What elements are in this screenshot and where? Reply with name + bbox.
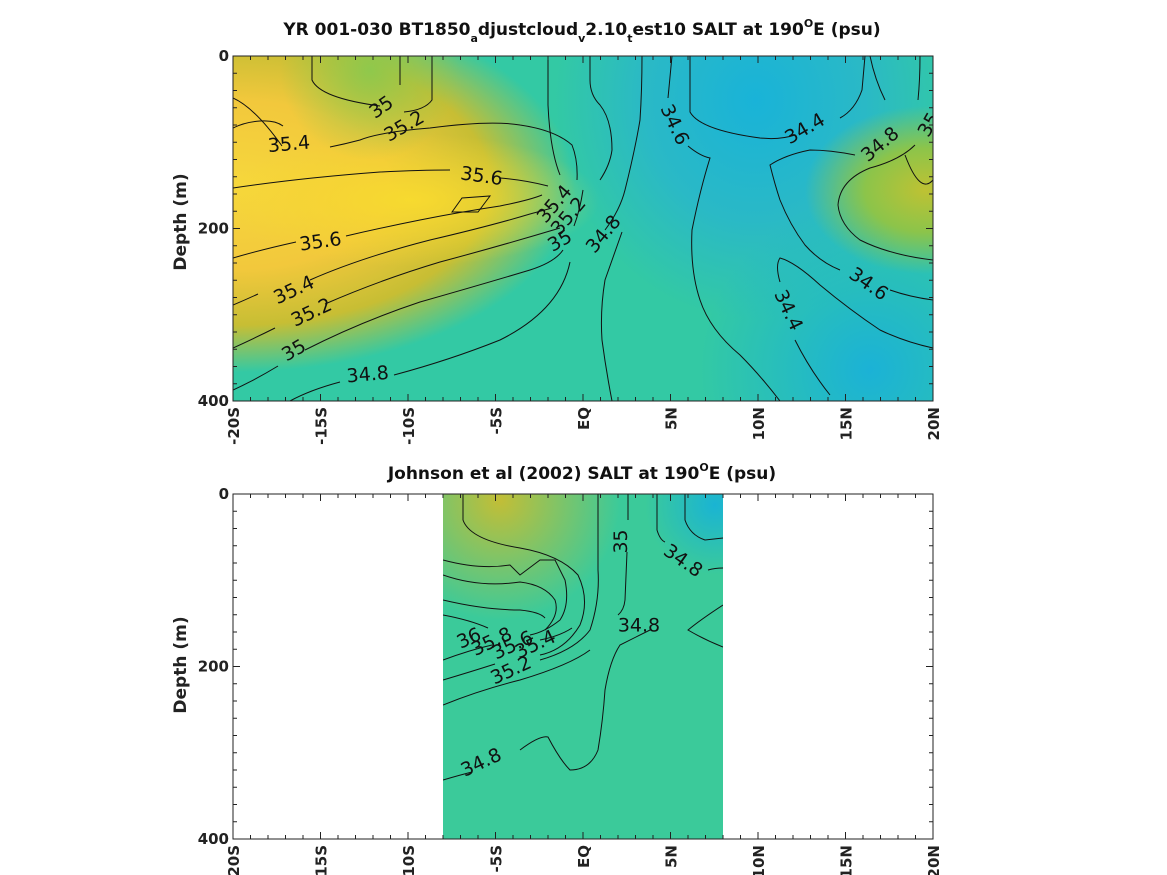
contour-line xyxy=(311,56,381,107)
contour-line xyxy=(689,56,866,140)
contour-label: 35 xyxy=(610,529,632,553)
contour-line xyxy=(443,627,573,661)
contour-line xyxy=(443,574,557,631)
contour-label: 34.8 xyxy=(346,362,390,388)
x-tick-label: 10N xyxy=(750,407,768,440)
contour-line xyxy=(443,599,546,619)
contour-line xyxy=(684,494,723,571)
y-tick-label: 0 xyxy=(219,47,229,65)
y-tick-label: 400 xyxy=(198,830,229,848)
contour-line xyxy=(233,169,549,189)
contour-line xyxy=(777,257,933,396)
x-tick-label: 5N xyxy=(663,845,681,868)
x-tick-label: -15S xyxy=(313,845,331,875)
panel-2-title: Johnson et al (2002) SALT at 190OE (psu) xyxy=(387,461,776,484)
x-tick-label: -10S xyxy=(400,845,418,875)
contour-label: 35.4 xyxy=(267,132,311,158)
x-tick-label: EQ xyxy=(575,407,593,430)
contour-line xyxy=(451,195,492,213)
contour-line xyxy=(547,56,561,176)
contour-line xyxy=(687,604,723,648)
contour-line xyxy=(462,494,585,656)
panel-2-ylabel: Depth (m) xyxy=(171,616,191,713)
y-tick-label: 200 xyxy=(198,220,229,238)
x-tick-label: 5N xyxy=(663,407,681,430)
contour-line xyxy=(443,559,568,636)
panel-1-contours xyxy=(233,56,933,401)
contour-line xyxy=(656,494,666,543)
x-tick-label: 20N xyxy=(925,845,943,875)
contour-label: 34.8 xyxy=(618,614,660,636)
contour-line xyxy=(600,56,643,401)
x-tick-label: 20N xyxy=(925,407,943,440)
contour-line xyxy=(233,120,284,129)
y-tick-label: 400 xyxy=(198,392,229,410)
x-tick-label: -5S xyxy=(488,407,506,434)
contour-line xyxy=(233,194,543,259)
contour-line xyxy=(289,56,613,401)
contour-line xyxy=(769,149,933,301)
x-tick-label: -10S xyxy=(400,407,418,445)
contour-line xyxy=(667,56,781,401)
contour-line xyxy=(233,249,564,391)
contour-line xyxy=(617,494,629,616)
x-tick-label: -20S xyxy=(225,407,243,445)
x-tick-label: 15N xyxy=(838,845,856,875)
contour-line xyxy=(837,56,933,261)
panel-2-observations: Johnson et al (2002) SALT at 190OE (psu) xyxy=(171,461,943,875)
contour-line xyxy=(443,629,651,781)
x-tick-label: -20S xyxy=(225,845,243,875)
contour-line xyxy=(233,97,578,181)
contour-line xyxy=(403,56,433,113)
panel-1-axes: -20S -15S -10S -5S EQ 5N 10N 15N 20N 0 200 400 xyxy=(198,47,943,445)
contour-line xyxy=(443,649,591,706)
x-tick-label: 15N xyxy=(838,407,856,440)
panel-1-model: YR 001-030 BT1850adjustcloudv2.10test10 … xyxy=(171,17,943,445)
contour-line xyxy=(233,227,561,349)
contour-line xyxy=(443,494,599,681)
y-tick-label: 0 xyxy=(219,485,229,503)
contour-line xyxy=(233,207,553,306)
panel-1-title: YR 001-030 BT1850adjustcloudv2.10test10 … xyxy=(282,17,880,45)
y-tick-label: 200 xyxy=(198,658,229,676)
contour-line xyxy=(443,614,489,629)
x-tick-label: EQ xyxy=(575,845,593,868)
x-tick-label: 10N xyxy=(750,845,768,875)
contour-line xyxy=(904,56,933,185)
panel-2-contours xyxy=(443,494,723,781)
x-tick-label: -5S xyxy=(488,845,506,872)
panel-2-axes: -20S -15S -10S -5S EQ 5N 10N 15N 20N 0 200 400 xyxy=(198,485,943,875)
panel-1-ylabel: Depth (m) xyxy=(171,173,191,270)
x-tick-label: -15S xyxy=(313,407,331,445)
